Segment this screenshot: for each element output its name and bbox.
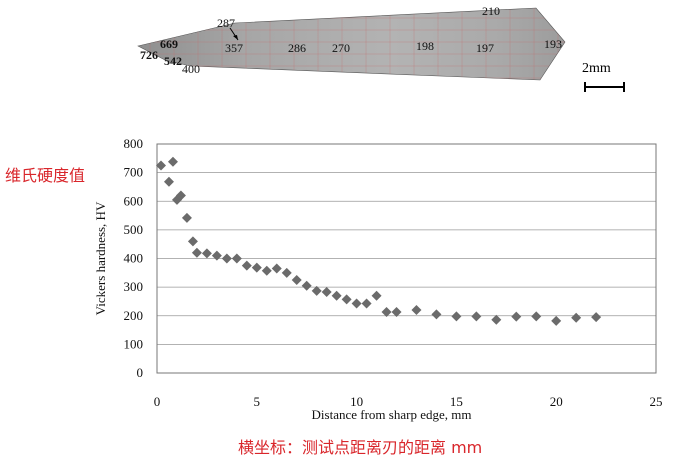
data-point	[291, 274, 302, 285]
data-point	[231, 253, 242, 264]
data-point	[181, 212, 192, 223]
y-axis-annotation-cn: 维氏硬度值	[5, 166, 86, 185]
data-point	[167, 156, 178, 167]
data-point	[261, 265, 272, 276]
data-point	[191, 247, 202, 258]
x-axis-annotation-cn: 横坐标：测试点距离刃的距离 mm	[238, 438, 483, 457]
data-point	[491, 314, 502, 325]
x-tick-label: 25	[650, 394, 663, 409]
data-point	[411, 305, 422, 316]
hv-label: 287	[217, 16, 235, 30]
y-tick-label: 500	[124, 222, 144, 237]
y-tick-label: 600	[124, 193, 144, 208]
hv-label: 197	[476, 41, 494, 55]
data-point	[175, 190, 186, 201]
data-point	[241, 260, 252, 271]
y-tick-label: 700	[124, 165, 144, 180]
y-axis-title: Vickers hardness, HV	[93, 201, 108, 315]
y-tick-label: 200	[124, 308, 144, 323]
data-point	[511, 311, 522, 322]
hv-label: 270	[332, 41, 350, 55]
data-point	[371, 290, 382, 301]
x-tick-label: 15	[450, 394, 463, 409]
data-point	[591, 312, 602, 323]
y-tick-label: 0	[137, 365, 144, 380]
hv-label: 357	[225, 41, 243, 55]
blade-cross-section	[137, 7, 566, 81]
data-point	[155, 160, 166, 171]
specimen-photo: 287 210 669 357 286 270 198 197 193 726 …	[137, 4, 625, 92]
scale-bar-label: 2mm	[582, 61, 611, 76]
x-axis-title: Distance from sharp edge, mm	[312, 407, 472, 422]
data-point	[187, 236, 198, 247]
data-point	[431, 309, 442, 320]
data-point	[211, 250, 222, 261]
data-point	[221, 253, 232, 264]
hv-label: 286	[288, 41, 306, 55]
scale-bar	[584, 82, 625, 92]
data-point	[551, 315, 562, 326]
data-point	[391, 307, 402, 318]
data-point	[201, 248, 212, 259]
data-point	[381, 307, 392, 318]
hv-label: 726	[140, 48, 158, 62]
y-tick-label: 400	[124, 251, 144, 266]
data-point	[281, 267, 292, 278]
hv-label: 193	[544, 37, 562, 51]
data-point	[531, 311, 542, 322]
data-point	[331, 290, 342, 301]
y-tick-labels: 0 100 200 300 400 500 600 700 800	[124, 136, 144, 380]
x-tick-labels: 0 5 10 15 20 25	[154, 394, 663, 409]
y-tick-label: 800	[124, 136, 144, 151]
hv-label: 210	[482, 4, 500, 18]
hv-label: 542	[164, 54, 182, 68]
data-point	[451, 311, 462, 322]
x-tick-label: 20	[550, 394, 563, 409]
data-point	[571, 312, 582, 323]
data-point	[361, 298, 372, 309]
data-point	[351, 298, 362, 309]
data-point	[251, 262, 262, 273]
data-point	[271, 263, 282, 274]
arrow-head	[233, 35, 238, 40]
data-point	[471, 311, 482, 322]
data-point	[311, 285, 322, 296]
hv-label: 400	[182, 62, 200, 76]
data-point	[321, 286, 332, 297]
hv-label: 198	[416, 39, 434, 53]
data-points	[155, 156, 602, 326]
data-point	[301, 280, 312, 291]
x-tick-label: 5	[254, 394, 261, 409]
x-tick-label: 10	[350, 394, 363, 409]
data-point	[341, 294, 352, 305]
data-point	[163, 176, 174, 187]
x-tick-label: 0	[154, 394, 161, 409]
y-tick-label: 100	[124, 336, 144, 351]
hv-label: 669	[160, 37, 178, 51]
y-tick-label: 300	[124, 279, 144, 294]
plot-frame	[156, 143, 657, 374]
